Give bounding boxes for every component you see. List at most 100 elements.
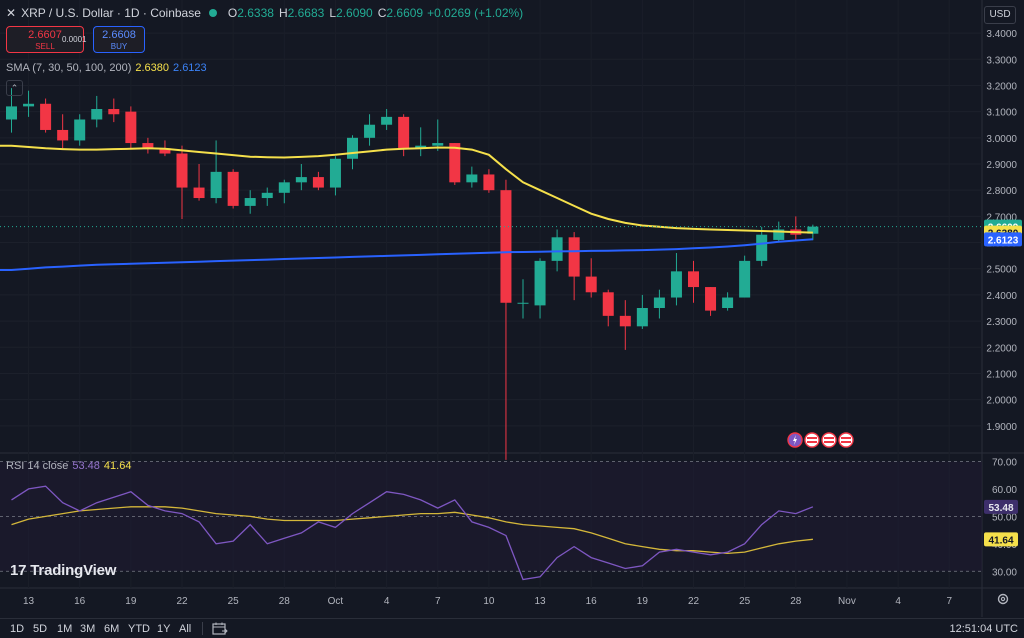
- rsi-legend-label: RSI 14 close: [6, 460, 69, 472]
- buy-button[interactable]: 2.6608 BUY: [93, 26, 145, 53]
- range-5d[interactable]: 5D: [33, 623, 48, 635]
- rsi-tick-label: 70.00: [992, 457, 1017, 468]
- sma-blue-price-label: 2.6123: [988, 235, 1019, 246]
- range-1d[interactable]: 1D: [10, 623, 25, 635]
- candle-body: [210, 171, 222, 199]
- candle-body: [517, 302, 529, 304]
- price-tick-label: 2.3000: [986, 317, 1017, 328]
- close-value: 2.6609: [386, 6, 424, 20]
- time-tick-label: 22: [688, 596, 700, 607]
- range-3m[interactable]: 3M: [80, 623, 96, 635]
- candle-body: [193, 187, 205, 199]
- candle-body: [807, 226, 819, 234]
- time-tick-label: 28: [790, 596, 802, 607]
- candle-body: [278, 182, 290, 193]
- price-tick-label: 2.9000: [986, 160, 1017, 171]
- time-tick-label: 25: [228, 596, 240, 607]
- candle-body: [23, 103, 35, 107]
- spread-value: 0.0001: [62, 35, 87, 44]
- symbol-title[interactable]: XRP / U.S. Dollar · 1D · Coinbase: [21, 6, 201, 20]
- rsi-signal-line: [11, 506, 813, 555]
- market-status-icon: [208, 9, 217, 17]
- candle-body: [6, 106, 17, 120]
- change-value: +0.0269 (+1.02%): [427, 6, 524, 20]
- candle-body: [585, 276, 597, 293]
- range-1m[interactable]: 1M: [57, 623, 73, 635]
- candle-body: [312, 177, 324, 188]
- candle-body: [619, 315, 631, 327]
- high-value: 2.6683: [287, 6, 325, 20]
- tradingview-logo-text: TradingView: [30, 562, 117, 579]
- range-6m[interactable]: 6M: [104, 623, 120, 635]
- candle-body: [57, 129, 69, 141]
- range-ytd[interactable]: YTD: [128, 623, 150, 635]
- candle-body: [705, 287, 717, 311]
- candle-body: [159, 148, 171, 154]
- candle-body: [466, 174, 478, 183]
- lightning-event-icon: [787, 432, 803, 448]
- range-1y[interactable]: 1Y: [157, 623, 171, 635]
- candle-body: [108, 109, 120, 115]
- utc-clock[interactable]: 12:51:04 UTC: [949, 623, 1018, 635]
- candle-body: [176, 153, 188, 188]
- sma-legend[interactable]: SMA (7, 30, 50, 100, 200) 2.6380 2.6123: [6, 62, 207, 74]
- sma-yellow-line: [0, 144, 813, 234]
- rsi-tick-label: 60.00: [992, 485, 1017, 496]
- candle-body: [602, 292, 614, 316]
- us-flag-event-icon: [804, 432, 820, 448]
- low-label: L: [329, 6, 337, 20]
- sma-blue-value: 2.6123: [173, 62, 207, 74]
- time-tick-label: 10: [483, 596, 495, 607]
- price-tick-label: 3.0000: [986, 134, 1017, 145]
- price-tick-label: 3.3000: [986, 55, 1017, 66]
- tradingview-logo[interactable]: 17 TradingView: [10, 562, 116, 579]
- sell-label: SELL: [35, 42, 55, 51]
- candle-body: [381, 116, 393, 125]
- sell-button[interactable]: 2.6607 SELL: [6, 26, 84, 53]
- time-tick-label: 16: [74, 596, 86, 607]
- rsi-legend[interactable]: RSI 14 close 53.48 41.64: [6, 460, 131, 472]
- us-flag-event-icon: [821, 432, 837, 448]
- close-label: C: [377, 6, 387, 20]
- time-tick-label: Oct: [328, 596, 344, 607]
- rsi-value-label-bg: [984, 499, 1018, 514]
- time-tick-label: 25: [739, 596, 751, 607]
- tradingview-logo-icon: 17: [10, 562, 27, 579]
- candle-body: [568, 237, 580, 277]
- time-tick-label: 4: [384, 596, 390, 607]
- candle-body: [74, 119, 86, 141]
- price-tick-label: 2.8000: [986, 186, 1017, 197]
- time-tick-label: 7: [946, 596, 952, 607]
- high-label: H: [278, 6, 288, 20]
- calendar-icon[interactable]: [212, 622, 228, 635]
- candle-body: [261, 192, 273, 199]
- toolbar-divider: [202, 622, 203, 635]
- settings-gear-icon[interactable]: [996, 592, 1010, 606]
- candle-body: [432, 143, 444, 146]
- candle-body: [142, 143, 154, 149]
- rsi-tick-label: 50.00: [992, 512, 1017, 523]
- candle-body: [636, 308, 648, 327]
- bottom-toolbar: 1D 5D 1M 3M 6M YTD 1Y All 12:51:04 UTC: [0, 618, 1024, 638]
- time-tick-label: 13: [23, 596, 35, 607]
- sma-blue-price-label-bg: [984, 232, 1022, 247]
- candle-body: [500, 190, 512, 303]
- time-tick-label: 16: [586, 596, 598, 607]
- close-icon[interactable]: ✕: [6, 6, 17, 20]
- currency-selector[interactable]: USD: [984, 6, 1016, 24]
- range-all[interactable]: All: [179, 623, 192, 635]
- us-flag-event-icon: [838, 432, 854, 448]
- price-tick-label: 2.2000: [986, 343, 1017, 354]
- open-value: 2.6338: [237, 6, 274, 20]
- rsi-signal-value-label: 41.64: [988, 535, 1013, 546]
- time-tick-label: 19: [637, 596, 649, 607]
- price-tick-label: 2.4000: [986, 291, 1017, 302]
- candle-body: [398, 116, 410, 149]
- collapse-legend-icon[interactable]: ⌃: [6, 80, 23, 96]
- buy-price: 2.6608: [102, 29, 136, 41]
- candle-body: [670, 271, 682, 298]
- sell-price: 2.6607: [28, 29, 62, 41]
- sma-legend-label: SMA (7, 30, 50, 100, 200): [6, 62, 132, 74]
- candle-body: [125, 111, 137, 144]
